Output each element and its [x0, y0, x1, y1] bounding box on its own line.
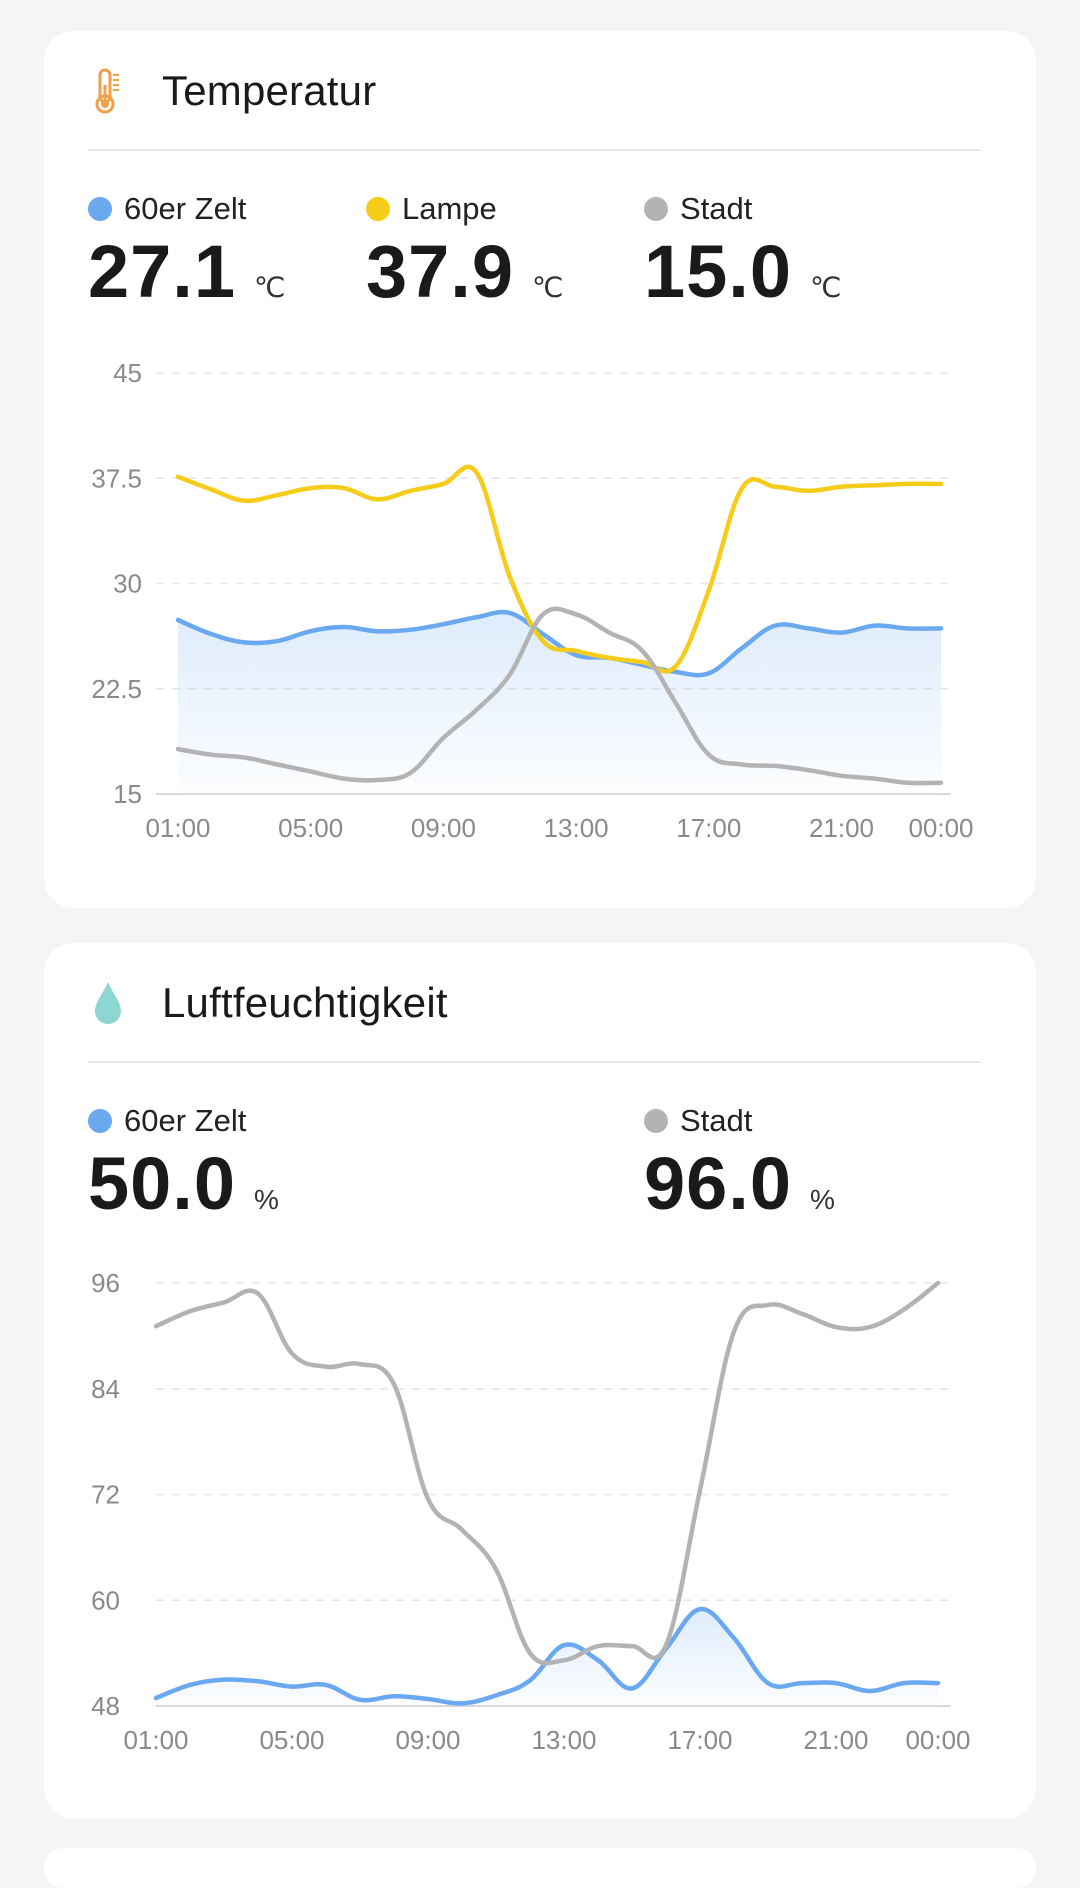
metric-unit: % — [810, 1184, 835, 1215]
metric-label: Stadt — [680, 191, 753, 226]
legend-dot-gray — [644, 197, 668, 221]
divider — [88, 149, 981, 151]
y-tick-label: 15 — [113, 779, 142, 809]
y-tick-label: 96 — [91, 1268, 120, 1298]
x-tick-label: 17:00 — [676, 813, 741, 843]
y-tick-label: 60 — [91, 1585, 120, 1615]
y-tick-label: 84 — [91, 1374, 120, 1404]
x-tick-label: 13:00 — [544, 813, 609, 843]
thermometer-icon — [88, 65, 128, 117]
x-tick-label: 01:00 — [145, 813, 210, 843]
water-drop-icon — [88, 977, 128, 1029]
x-tick-label: 05:00 — [278, 813, 343, 843]
y-tick-label: 48 — [91, 1691, 120, 1721]
series-area — [178, 612, 941, 794]
humidity-card-header: Luftfeuchtigkeit — [88, 971, 448, 1035]
metric-value: 96.0 — [644, 1142, 793, 1225]
series-line — [153, 1280, 941, 1666]
next-card-peek — [44, 1848, 1036, 1888]
x-tick-label: 01:00 — [123, 1725, 188, 1755]
metric-stadt-temperature: Stadt 15.0 ℃ — [644, 189, 841, 309]
x-tick-label: 05:00 — [259, 1725, 324, 1755]
metric-value: 37.9 — [366, 230, 515, 313]
metric-stadt-humidity: Stadt 96.0 % — [644, 1101, 835, 1221]
metric-lampe-temperature: Lampe 37.9 ℃ — [366, 189, 563, 309]
metric-zelt-humidity: 60er Zelt 50.0 % — [88, 1101, 279, 1221]
metric-label: Lampe — [402, 191, 497, 226]
y-tick-label: 45 — [113, 358, 142, 388]
humidity-card: Luftfeuchtigkeit 60er Zelt 50.0 % Stadt … — [44, 943, 1036, 1819]
series-line — [175, 609, 944, 678]
x-tick-label: 00:00 — [905, 1725, 970, 1755]
series-line — [153, 1606, 941, 1706]
x-tick-label: 17:00 — [667, 1725, 732, 1755]
series-line — [175, 606, 944, 786]
humidity-chart: 48 60 72 84 96 01:00 05:00 09:00 13:00 17:00 21:00… — [91, 1268, 970, 1755]
y-tick-label: 22.5 — [91, 674, 142, 704]
card-title: Luftfeuchtigkeit — [162, 979, 448, 1026]
legend-dot-blue — [88, 197, 112, 221]
temperature-chart: 15 22.5 30 37.5 45 01:00 05:00 09:00 13:00 17:00 2… — [91, 358, 973, 843]
x-tick-label: 09:00 — [395, 1725, 460, 1755]
metric-unit: ℃ — [810, 272, 842, 303]
y-tick-label: 72 — [91, 1480, 120, 1510]
metric-unit: % — [254, 1184, 279, 1215]
metric-unit: ℃ — [254, 272, 286, 303]
legend-dot-gray — [644, 1109, 668, 1133]
metric-value: 15.0 — [644, 230, 793, 313]
x-tick-label: 09:00 — [411, 813, 476, 843]
x-tick-label: 00:00 — [908, 813, 973, 843]
legend-dot-blue — [88, 1109, 112, 1133]
metric-label: 60er Zelt — [124, 191, 247, 226]
series-line — [175, 464, 944, 674]
metric-zelt-temperature: 60er Zelt 27.1 ℃ — [88, 189, 285, 309]
divider — [88, 1061, 981, 1063]
metric-value: 27.1 — [88, 230, 237, 313]
legend-dot-yellow — [366, 197, 390, 221]
y-tick-label: 30 — [113, 569, 142, 599]
temperature-card: Temperatur 60er Zelt 27.1 ℃ Lampe 37.9 ℃… — [44, 31, 1036, 908]
y-tick-label: 37.5 — [91, 463, 142, 493]
x-tick-label: 21:00 — [809, 813, 874, 843]
x-tick-label: 21:00 — [803, 1725, 868, 1755]
card-title: Temperatur — [162, 67, 377, 114]
metric-label: Stadt — [680, 1103, 753, 1138]
metric-unit: ℃ — [532, 272, 564, 303]
x-tick-label: 13:00 — [531, 1725, 596, 1755]
metric-value: 50.0 — [88, 1142, 237, 1225]
temperature-card-header: Temperatur — [88, 59, 376, 123]
series-area — [156, 1608, 938, 1706]
metric-label: 60er Zelt — [124, 1103, 247, 1138]
